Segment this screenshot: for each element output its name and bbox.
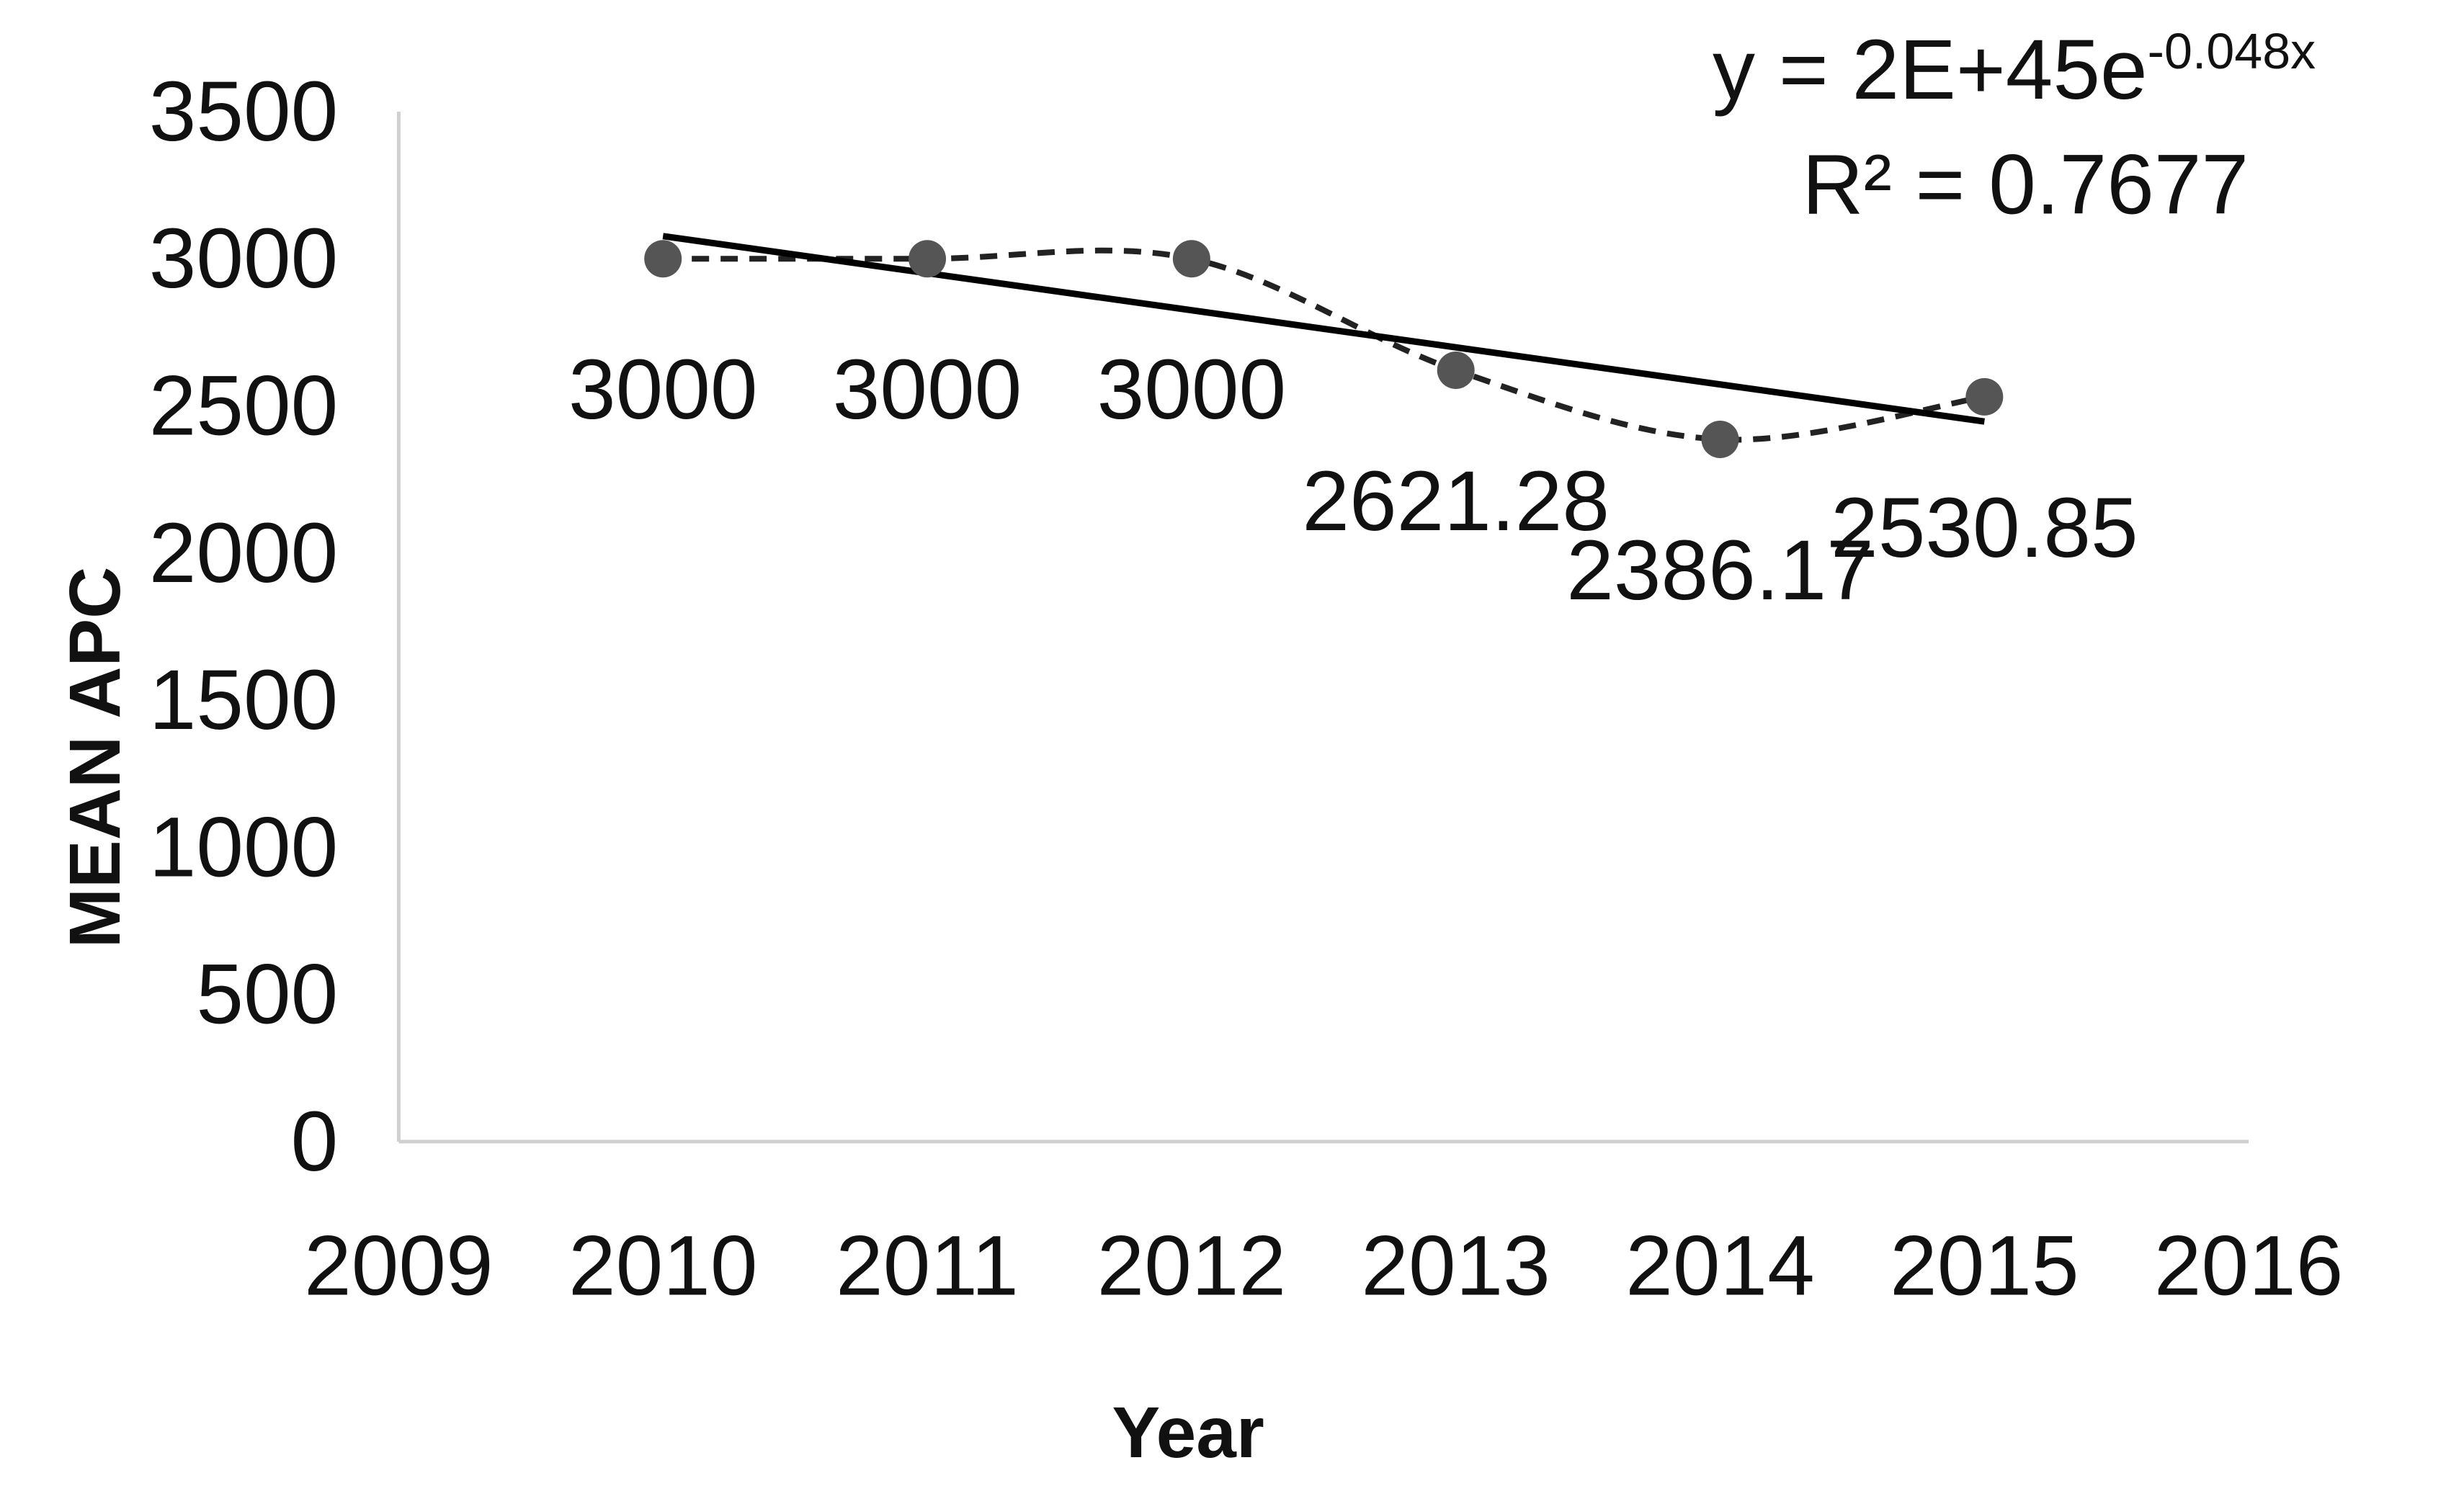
x-tick-label: 2011 (836, 1218, 1019, 1313)
data-label: 2386.17 (1566, 523, 1874, 618)
trendline (662, 233, 1985, 425)
equation-prefix: y = 2E+45e (1713, 22, 2148, 117)
data-point (909, 240, 947, 278)
y-tick-labels: 0 500 1000 1500 2000 2500 3000 3500 (149, 64, 339, 1189)
y-axis-title: MEAN APC (55, 567, 135, 949)
y-tick-label: 1000 (149, 800, 339, 895)
data-label: 2621.28 (1302, 454, 1610, 549)
data-points (644, 240, 2004, 459)
data-label: 3000 (833, 342, 1022, 437)
data-label: 3000 (1097, 342, 1287, 437)
x-tick-label: 2012 (1097, 1218, 1287, 1313)
r-squared-text: R² = 0.7677 (1802, 138, 2249, 233)
data-point (1701, 421, 1739, 459)
data-label: 3000 (568, 342, 758, 437)
equation-exponent: -0.048x (2148, 23, 2316, 79)
series-dashed-curve (663, 247, 1985, 443)
y-tick-label: 1500 (149, 653, 339, 748)
y-tick-label: 3000 (149, 211, 339, 306)
equation-text: y = 2E+45e-0.048x (1713, 22, 2316, 117)
x-tick-label: 2014 (1625, 1218, 1815, 1313)
x-tick-label: 2010 (568, 1218, 758, 1313)
data-point (1172, 240, 1210, 278)
y-tick-label: 0 (291, 1094, 339, 1189)
x-axis-title: Year (1112, 1392, 1264, 1473)
x-tick-label: 2016 (2154, 1218, 2344, 1313)
data-point (1437, 351, 1475, 389)
y-tick-label: 500 (196, 947, 338, 1042)
x-tick-label: 2013 (1361, 1218, 1550, 1313)
trendline-equation: y = 2E+45e-0.048x R² = 0.7677 (1713, 22, 2316, 232)
data-label: 2530.85 (1831, 480, 2138, 576)
y-tick-label: 2500 (149, 359, 339, 454)
x-tick-labels: 2009 2010 2011 2012 2013 2014 2015 2016 (304, 1218, 2343, 1313)
y-tick-label: 2000 (149, 506, 339, 601)
data-point (1965, 377, 2004, 416)
x-tick-label: 2015 (1890, 1218, 2079, 1313)
data-point (644, 240, 682, 278)
axes (396, 111, 2249, 1144)
y-tick-label: 3500 (149, 64, 339, 159)
x-tick-label: 2009 (304, 1218, 494, 1313)
